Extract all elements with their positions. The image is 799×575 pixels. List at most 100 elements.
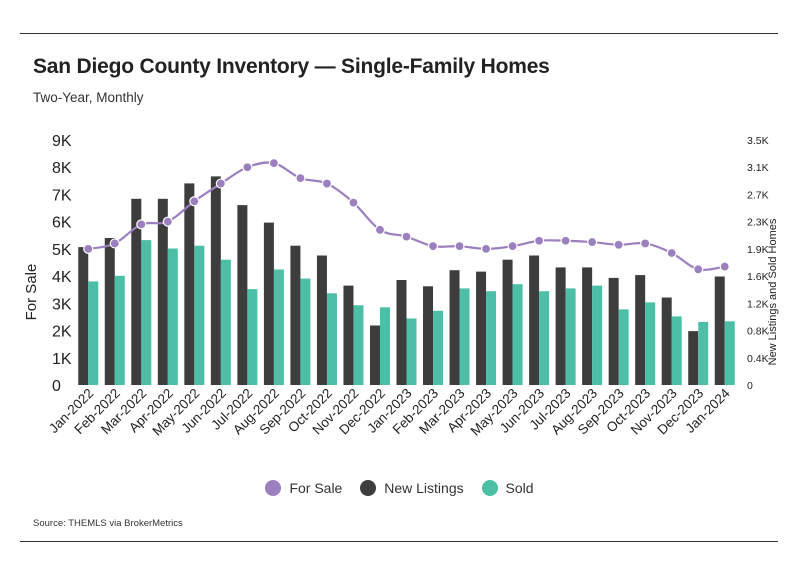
new-listings-bar[interactable]	[237, 205, 248, 385]
sold-bar[interactable]	[379, 307, 390, 385]
new-listings-bar[interactable]	[290, 245, 301, 385]
right-tick-label: 0.4K	[747, 353, 769, 365]
new-listings-bar[interactable]	[449, 270, 460, 385]
for-sale-point[interactable]	[693, 264, 704, 275]
sold-bar[interactable]	[565, 288, 576, 385]
sold-bar[interactable]	[539, 291, 550, 385]
legend-label-for-sale: For Sale	[289, 480, 343, 496]
new-listings-bar[interactable]	[608, 277, 619, 385]
chart-legend: For Sale New Listings Sold	[0, 480, 799, 499]
left-axis-label: For Sale	[23, 264, 40, 321]
for-sale-point[interactable]	[401, 231, 412, 242]
left-tick-label: 2K	[52, 324, 72, 341]
x-axis-labels: Jan-2022Feb-2022Mar-2022Apr-2022May-2022…	[46, 385, 733, 438]
new-listings-bar[interactable]	[157, 198, 168, 385]
sold-bar[interactable]	[220, 259, 231, 385]
new-listings-bar[interactable]	[316, 255, 327, 386]
sold-bar[interactable]	[167, 248, 178, 386]
sold-bar[interactable]	[618, 309, 629, 385]
legend-item-for-sale[interactable]: For Sale	[265, 480, 342, 496]
new-listings-bar[interactable]	[476, 271, 487, 385]
right-tick-label: 1.6K	[747, 271, 769, 283]
for-sale-point[interactable]	[454, 241, 465, 252]
new-listings-bar[interactable]	[582, 267, 593, 385]
right-axis-label: New Listings and Sold Homes	[767, 218, 779, 365]
for-sale-point[interactable]	[136, 219, 147, 230]
sold-bar[interactable]	[645, 302, 656, 385]
sold-bar[interactable]	[406, 318, 417, 386]
sold-bar[interactable]	[433, 310, 444, 385]
right-tick-label: 2.7K	[747, 189, 769, 201]
for-sale-point[interactable]	[321, 178, 333, 189]
for-sale-point[interactable]	[480, 243, 492, 254]
sold-bar[interactable]	[273, 269, 284, 386]
right-tick-label: 3.1K	[747, 162, 769, 174]
sold-bar[interactable]	[512, 284, 523, 385]
sold-bar[interactable]	[486, 291, 497, 385]
legend-label-sold: Sold	[505, 480, 534, 496]
left-tick-label: 9K	[52, 133, 72, 150]
new-listings-bar[interactable]	[555, 267, 566, 385]
for-sale-point[interactable]	[109, 238, 120, 249]
sold-bar[interactable]	[326, 293, 337, 385]
for-sale-point[interactable]	[374, 224, 386, 235]
new-listings-bar[interactable]	[104, 238, 115, 385]
sold-bar[interactable]	[114, 275, 125, 385]
new-listings-bar[interactable]	[131, 198, 142, 385]
new-listings-bar[interactable]	[661, 297, 672, 386]
for-sale-point[interactable]	[268, 158, 279, 169]
sold-bar[interactable]	[300, 278, 311, 385]
new-listings-bar[interactable]	[423, 286, 434, 385]
for-sale-point[interactable]	[242, 162, 253, 173]
sold-bar[interactable]	[353, 305, 364, 385]
new-listings-bar[interactable]	[210, 176, 221, 385]
bottom-rule	[20, 541, 778, 542]
sold-bar[interactable]	[88, 281, 99, 385]
new-listings-bar[interactable]	[502, 259, 513, 385]
left-axis: 0 1K 2K 3K 4K 5K 6K 7K 8K 9K	[52, 133, 72, 395]
new-listings-bar[interactable]	[635, 275, 646, 385]
sold-bar[interactable]	[592, 285, 603, 385]
legend-item-new-listings[interactable]: New Listings	[360, 480, 464, 496]
new-listings-bar[interactable]	[78, 247, 89, 385]
for-sale-point[interactable]	[640, 238, 651, 249]
legend-swatch-new-listings	[360, 480, 377, 496]
sold-bar[interactable]	[698, 322, 709, 385]
for-sale-point[interactable]	[533, 235, 545, 246]
new-listings-bar[interactable]	[184, 183, 195, 385]
for-sale-point[interactable]	[295, 173, 306, 184]
sold-bar[interactable]	[671, 316, 682, 385]
new-listings-bar[interactable]	[714, 276, 725, 386]
for-sale-point[interactable]	[189, 196, 200, 207]
for-sale-point[interactable]	[348, 197, 359, 208]
sold-bar[interactable]	[141, 240, 152, 385]
legend-label-new-listings: New Listings	[384, 480, 464, 496]
new-listings-bar[interactable]	[369, 325, 380, 386]
for-sale-point[interactable]	[162, 216, 173, 227]
for-sale-point[interactable]	[666, 247, 677, 259]
legend-swatch-sold	[481, 480, 498, 496]
legend-item-sold[interactable]: Sold	[481, 480, 534, 496]
bar-series	[78, 176, 735, 386]
new-listings-bar[interactable]	[343, 285, 354, 385]
for-sale-point[interactable]	[613, 239, 624, 250]
for-sale-point[interactable]	[507, 241, 518, 252]
for-sale-point[interactable]	[427, 241, 439, 252]
left-tick-label: 3K	[52, 296, 72, 313]
sold-bar[interactable]	[459, 288, 470, 385]
for-sale-point[interactable]	[83, 243, 94, 254]
new-listings-bar[interactable]	[688, 331, 699, 385]
new-listings-bar[interactable]	[529, 255, 540, 386]
for-sale-point[interactable]	[215, 178, 226, 189]
for-sale-point[interactable]	[560, 235, 571, 246]
sold-bar[interactable]	[247, 289, 258, 385]
for-sale-point[interactable]	[587, 236, 598, 248]
for-sale-point[interactable]	[719, 261, 730, 272]
new-listings-bar[interactable]	[396, 280, 407, 385]
sold-bar[interactable]	[724, 321, 735, 385]
for-sale-line	[88, 161, 725, 272]
right-tick-label: 1.9K	[747, 244, 769, 256]
sold-bar[interactable]	[194, 245, 205, 385]
new-listings-bar[interactable]	[263, 222, 274, 385]
